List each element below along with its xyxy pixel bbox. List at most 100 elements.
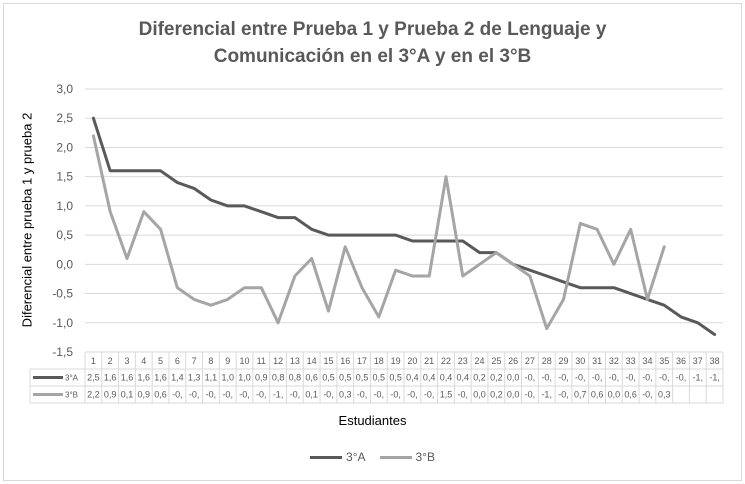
table-header-cell: 11 <box>257 356 266 366</box>
table-cell: 0,7 <box>574 390 587 400</box>
table-cell: 0,3 <box>658 390 671 400</box>
table-cell: -0, <box>222 390 233 400</box>
y-tick-label: -1,0 <box>52 316 73 330</box>
table-cell: 2,5 <box>87 373 100 383</box>
table-cell: -0, <box>558 373 569 383</box>
table-cell: 0,0 <box>507 390 520 400</box>
y-axis-label: Diferencial entre prueba 1 y prueba 2 <box>19 112 35 328</box>
table-cell: 0,1 <box>121 390 134 400</box>
table-header-cell: 37 <box>693 356 703 366</box>
table-cell: -0, <box>525 373 536 383</box>
table-cell: 0,6 <box>154 390 167 400</box>
y-tick-label: 0,0 <box>56 257 73 271</box>
table-header-cell: 10 <box>239 356 249 366</box>
table-cell: 0,6 <box>624 390 637 400</box>
table-cell: -0, <box>609 373 620 383</box>
table-header-cell: 8 <box>208 356 213 366</box>
table-cell: 1,0 <box>238 373 251 383</box>
table-header-cell: 9 <box>225 356 230 366</box>
table-header-cell: 16 <box>340 356 350 366</box>
table-cell: 0,9 <box>104 390 117 400</box>
table-cell: -0, <box>659 373 670 383</box>
table-cell: 0,5 <box>356 373 369 383</box>
table-row-label: 3°B <box>65 391 78 400</box>
table-cell: -0, <box>172 390 183 400</box>
table-header-cell: 34 <box>642 356 652 366</box>
table-cell: 0,5 <box>389 373 402 383</box>
y-tick-label: -1,5 <box>52 345 73 359</box>
legend-item-3b[interactable]: 3°B <box>379 450 435 464</box>
table-cell: 1,6 <box>104 373 117 383</box>
table-cell: 1,4 <box>171 373 184 383</box>
table-cell: 0,2 <box>473 373 486 383</box>
table-cell: 0,0 <box>473 390 486 400</box>
table-header-cell: 15 <box>323 356 333 366</box>
table-cell: 1,0 <box>221 373 234 383</box>
y-tick-label: 2,5 <box>56 111 73 125</box>
table-cell: 0,5 <box>373 373 386 383</box>
table-cell: 2,2 <box>87 390 100 400</box>
table-cell: 1,3 <box>188 373 201 383</box>
y-tick-label: 1,5 <box>56 170 73 184</box>
table-header-cell: 21 <box>424 356 434 366</box>
table-cell: 0,8 <box>289 373 302 383</box>
table-header-cell: 12 <box>273 356 283 366</box>
table-cell: -0, <box>558 390 569 400</box>
table-cell: 0,1 <box>305 390 318 400</box>
table-header-cell: 7 <box>192 356 197 366</box>
table-header-cell: 5 <box>158 356 163 366</box>
table-header-cell: 27 <box>525 356 535 366</box>
table-cell: -0, <box>592 373 603 383</box>
table-cell: -0, <box>424 390 435 400</box>
table-cell: -0, <box>541 373 552 383</box>
table-cell: -0, <box>323 390 334 400</box>
table-cell: 0,4 <box>406 373 419 383</box>
table-row-label: 3°A <box>65 374 79 383</box>
table-cell: 0,5 <box>339 373 352 383</box>
x-axis-label: Estudiantes <box>338 413 407 428</box>
table-header-cell: 19 <box>391 356 401 366</box>
series-line-3a[interactable] <box>91 116 717 336</box>
y-tick-label: -0,5 <box>52 287 73 301</box>
table-cell: 1,6 <box>121 373 134 383</box>
legend-item-3a[interactable]: 3°A <box>310 450 366 464</box>
legend-swatch-3a <box>310 455 343 459</box>
table-cell: -0, <box>676 373 687 383</box>
legend-label-3a: 3°A <box>346 450 366 464</box>
table-cell: 1,6 <box>154 373 167 383</box>
table-cell: 1,6 <box>138 373 151 383</box>
chart-title: Diferencial entre Prueba 1 y Prueba 2 de… <box>0 16 745 70</box>
table-cell: 0,9 <box>138 390 151 400</box>
table-header-cell: 24 <box>475 356 485 366</box>
table-cell: -0, <box>575 373 586 383</box>
table-cell: 0,8 <box>272 373 285 383</box>
table-header-cell: 26 <box>508 356 518 366</box>
legend-swatch-3b <box>379 455 412 459</box>
y-tick-label: 0,5 <box>56 228 73 242</box>
table-header-cell: 25 <box>491 356 501 366</box>
table-header-cell: 23 <box>458 356 468 366</box>
table-header-cell: 20 <box>407 356 417 366</box>
table-header-cell: 6 <box>175 356 180 366</box>
table-cell: 0,6 <box>591 390 604 400</box>
table-header-cell: 17 <box>357 356 367 366</box>
table-cell: -0, <box>407 390 418 400</box>
table-cell: -1, <box>693 373 704 383</box>
y-tick-label: 2,0 <box>56 140 73 154</box>
table-cell: -0, <box>525 390 536 400</box>
y-tick-label: 3,0 <box>56 82 73 96</box>
table-cell: -0, <box>642 390 653 400</box>
table-cell: -0, <box>189 390 200 400</box>
table-header-cell: 3 <box>124 356 129 366</box>
table-cell: -0, <box>642 373 653 383</box>
table-cell: 0,4 <box>457 373 470 383</box>
table-header-cell: 22 <box>441 356 451 366</box>
series-line-3b[interactable] <box>91 134 666 331</box>
table-cell: 0,3 <box>339 390 352 400</box>
table-cell: 0,5 <box>322 373 335 383</box>
table-cell: -1, <box>709 373 720 383</box>
legend: 3°A 3°B <box>0 450 745 464</box>
chart-title-line-2: Comunicación en el 3°A y en el 3°B <box>213 46 532 67</box>
table-header-cell: 1 <box>91 356 96 366</box>
table-cell: 0,9 <box>255 373 268 383</box>
